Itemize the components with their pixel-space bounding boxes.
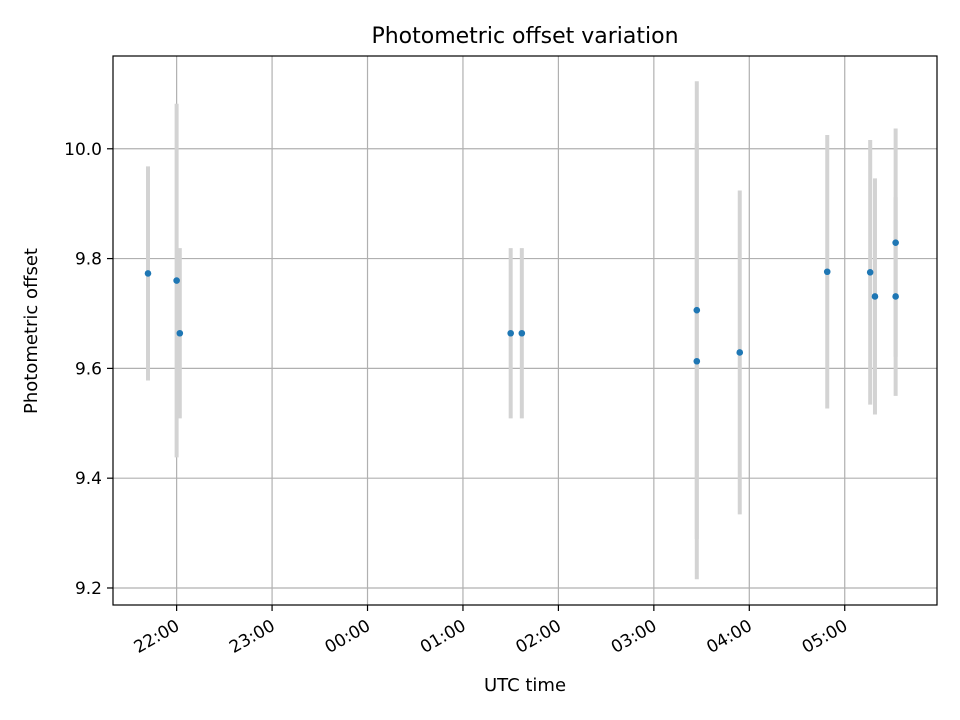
data-point — [507, 329, 514, 337]
y-tick-label: 9.8 — [75, 250, 102, 270]
data-point — [693, 357, 701, 365]
data-point — [176, 329, 184, 337]
y-tick-label: 10.0 — [64, 140, 102, 160]
data-point — [871, 293, 879, 300]
y-tick-label: 9.4 — [75, 469, 102, 489]
data-point — [518, 329, 526, 337]
plot-frame — [112, 55, 938, 606]
grid — [113, 56, 937, 605]
data-point — [144, 270, 152, 277]
y-axis: 9.2 9.4 9.6 9.8 10.0 — [64, 140, 113, 599]
data-point — [173, 277, 180, 284]
chart-title: Photometric offset variation — [371, 24, 678, 49]
data-point — [823, 268, 831, 276]
data-point — [693, 306, 701, 314]
data-point — [866, 269, 874, 276]
y-axis-label: Photometric offset — [21, 248, 42, 414]
data-point — [892, 293, 899, 300]
data-points — [144, 239, 899, 365]
y-tick-label: 9.6 — [75, 359, 102, 379]
data-point — [892, 239, 899, 246]
y-tick-label: 9.2 — [75, 579, 102, 599]
data-point — [736, 349, 744, 356]
x-axis-label: UTC time — [484, 675, 566, 696]
